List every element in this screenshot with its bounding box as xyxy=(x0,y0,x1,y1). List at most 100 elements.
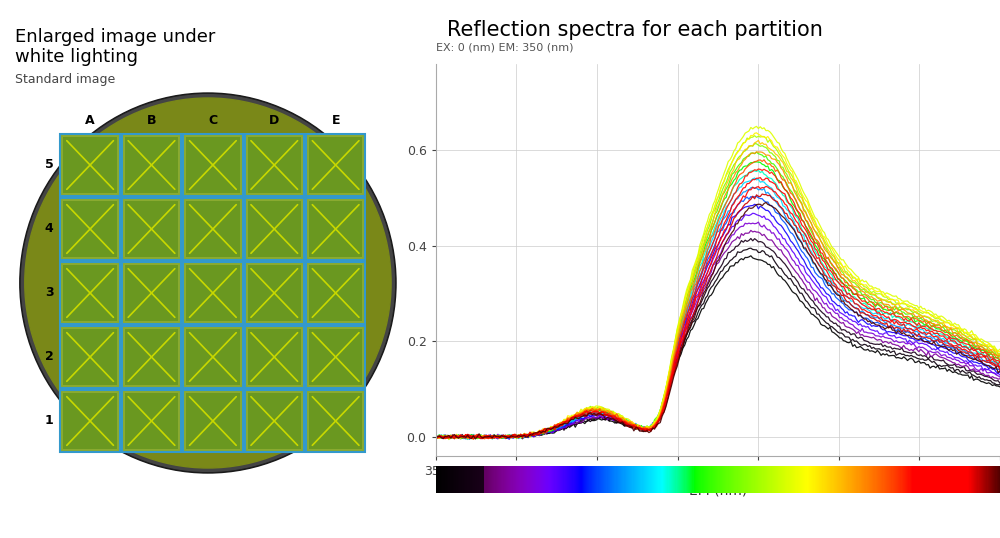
Bar xyxy=(615,466,617,493)
Bar xyxy=(864,466,865,493)
Bar xyxy=(458,466,459,493)
Bar xyxy=(991,466,992,493)
Bar xyxy=(125,393,178,449)
Bar xyxy=(487,466,488,493)
Bar xyxy=(739,466,740,493)
Bar xyxy=(673,466,674,493)
Text: D: D xyxy=(269,114,279,127)
Bar xyxy=(630,466,631,493)
Bar xyxy=(723,466,724,493)
Bar xyxy=(971,466,972,493)
Bar xyxy=(714,466,715,493)
Bar xyxy=(125,137,178,193)
Bar xyxy=(992,466,993,493)
Bar xyxy=(309,201,362,257)
Bar xyxy=(844,466,845,493)
Bar xyxy=(186,329,240,385)
Bar xyxy=(510,466,511,493)
Bar xyxy=(850,466,851,493)
Bar xyxy=(677,466,678,493)
Bar xyxy=(63,393,117,449)
Bar xyxy=(475,466,476,493)
Bar xyxy=(775,466,776,493)
Bar xyxy=(451,466,453,493)
Bar xyxy=(896,466,897,493)
Bar xyxy=(665,466,666,493)
Bar xyxy=(729,466,730,493)
Bar xyxy=(483,466,484,493)
Bar xyxy=(913,466,914,493)
Bar xyxy=(449,466,450,493)
Bar xyxy=(746,466,747,493)
Bar xyxy=(450,466,451,493)
Bar xyxy=(990,466,991,493)
Bar xyxy=(63,329,117,385)
Bar xyxy=(498,466,499,493)
Bar xyxy=(842,466,843,493)
Bar xyxy=(785,466,786,493)
Bar xyxy=(575,466,576,493)
Bar xyxy=(647,466,648,493)
Bar xyxy=(697,466,698,493)
Bar xyxy=(125,201,178,257)
Bar xyxy=(60,134,120,196)
Bar xyxy=(700,466,701,493)
Bar xyxy=(834,466,835,493)
Bar xyxy=(248,137,301,193)
Bar xyxy=(939,466,940,493)
Bar xyxy=(660,466,661,493)
Bar xyxy=(245,262,304,324)
Bar xyxy=(578,466,579,493)
Bar xyxy=(748,466,749,493)
Bar xyxy=(245,198,304,260)
Bar xyxy=(755,466,756,493)
Bar xyxy=(862,466,863,493)
Bar xyxy=(957,466,958,493)
Bar xyxy=(769,466,770,493)
Bar xyxy=(796,466,798,493)
Bar xyxy=(621,466,622,493)
Bar xyxy=(611,466,612,493)
Bar xyxy=(767,466,768,493)
Bar xyxy=(824,466,825,493)
Bar xyxy=(534,466,535,493)
Bar xyxy=(948,466,949,493)
Bar xyxy=(60,390,120,452)
Bar xyxy=(776,466,777,493)
Bar xyxy=(888,466,889,493)
Bar xyxy=(528,466,530,493)
Bar xyxy=(306,198,365,260)
Bar xyxy=(666,466,667,493)
Bar xyxy=(306,134,365,196)
Bar xyxy=(532,466,533,493)
Bar xyxy=(764,466,765,493)
Bar xyxy=(811,466,812,493)
Bar xyxy=(625,466,626,493)
Bar xyxy=(825,466,826,493)
Bar xyxy=(923,466,924,493)
Bar xyxy=(803,466,804,493)
Bar xyxy=(638,466,639,493)
Bar xyxy=(950,466,951,493)
Bar xyxy=(731,466,732,493)
Bar xyxy=(855,466,856,493)
Bar xyxy=(183,326,243,388)
Bar xyxy=(822,466,824,493)
Bar xyxy=(749,466,750,493)
Bar xyxy=(802,466,803,493)
Bar xyxy=(740,466,741,493)
Bar xyxy=(651,466,652,493)
Bar xyxy=(801,466,802,493)
Bar xyxy=(661,466,662,493)
Bar xyxy=(490,466,491,493)
Bar xyxy=(908,466,910,493)
Bar xyxy=(571,466,572,493)
Bar xyxy=(907,466,908,493)
Bar xyxy=(943,466,945,493)
Bar xyxy=(724,466,725,493)
Bar xyxy=(646,466,647,493)
Bar xyxy=(966,466,967,493)
Text: white lighting: white lighting xyxy=(15,48,138,66)
Bar xyxy=(879,466,880,493)
Bar xyxy=(979,466,980,493)
